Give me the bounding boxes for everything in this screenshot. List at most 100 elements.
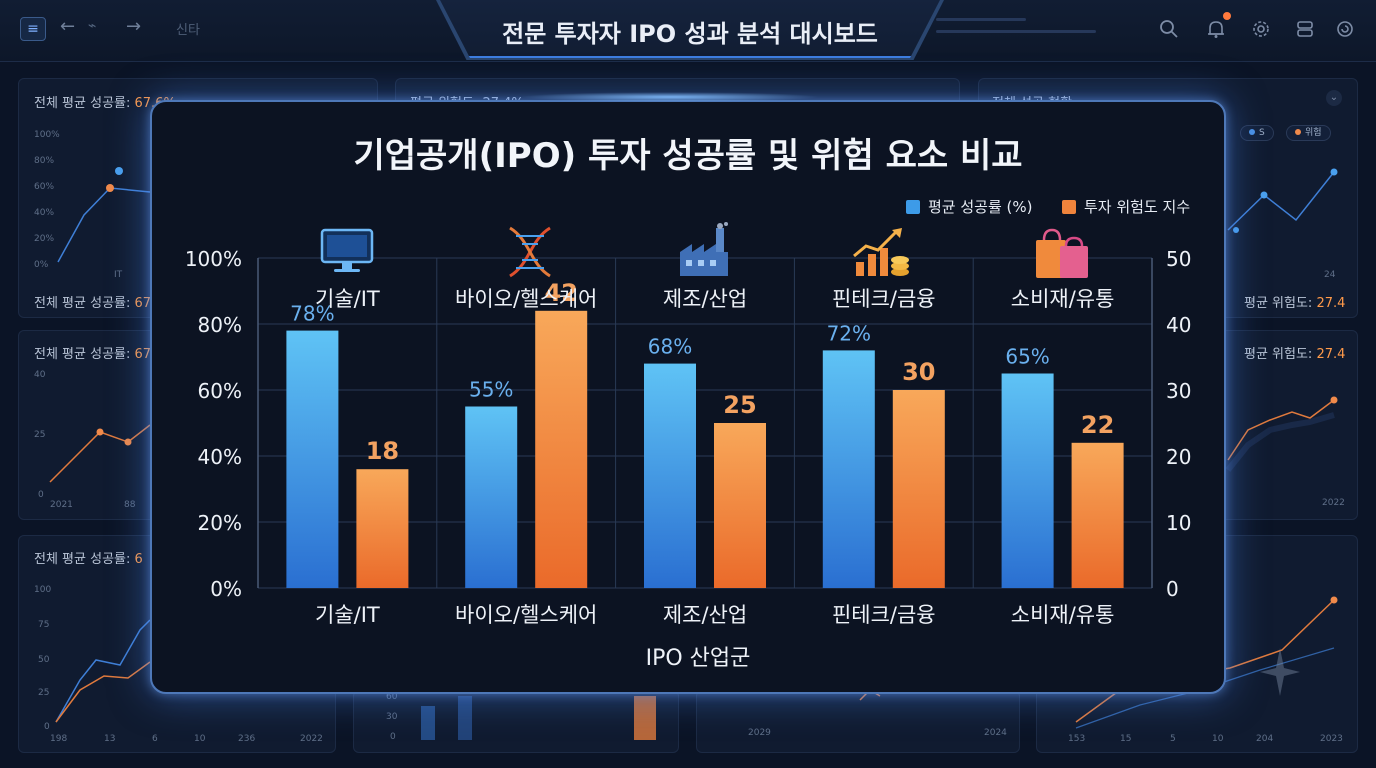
notification-badge <box>1223 12 1231 20</box>
bg-card-label: 평균 위험도: 27.4 <box>1244 296 1346 311</box>
x-tick-label: 제조/산업 <box>663 603 747 627</box>
bg-tick: 2023 <box>1320 734 1343 744</box>
y-tick-left: 100% <box>185 247 242 271</box>
bg-card-label: 전체 평균 성공률: 6 <box>34 552 143 567</box>
x-tick-label: 소비재/유통 <box>1011 603 1115 627</box>
bg-card <box>696 690 1020 753</box>
bg-tick: 40 <box>34 370 46 380</box>
legend-label-success: 평균 성공률 (%) <box>928 198 1033 216</box>
data-label-risk: 42 <box>544 279 577 307</box>
legend-label-risk: 투자 위험도 지수 <box>1084 198 1191 216</box>
legend-swatch-success <box>906 200 920 214</box>
bar-success <box>1001 373 1054 588</box>
bg-tick: 6 <box>152 734 158 744</box>
bg-tick: 100% <box>34 130 60 140</box>
bg-tick: 153 <box>1068 734 1086 744</box>
bar-success <box>644 363 696 588</box>
bell-icon[interactable] <box>1205 19 1227 41</box>
bg-tick: 20% <box>34 234 55 244</box>
bg-tick: 60% <box>34 182 55 192</box>
bg-tick: 5 <box>1170 734 1176 744</box>
modal-glow <box>520 92 820 102</box>
bg-tick: 24 <box>1324 270 1336 280</box>
legend-swatch-risk <box>1062 200 1076 214</box>
x-tick-label: 핀테크/금융 <box>832 603 936 627</box>
data-label-success: 72% <box>827 321 871 345</box>
y-tick-right: 40 <box>1166 313 1191 337</box>
bg-tick: IT <box>114 270 123 280</box>
bg-card-label: 평균 위험도: 27.4 <box>1244 347 1346 362</box>
legend-pill: 위험 <box>1286 125 1331 141</box>
bg-tick: 30 <box>386 712 398 722</box>
bg-tick: 100 <box>34 585 52 595</box>
monitor-icon <box>318 226 376 280</box>
data-label-risk: 30 <box>902 358 935 386</box>
layers-icon[interactable] <box>1294 19 1316 41</box>
y-tick-right: 50 <box>1166 247 1191 271</box>
gear-icon[interactable] <box>1250 19 1272 41</box>
bar-risk <box>714 423 766 588</box>
factory-icon <box>674 222 734 282</box>
forward-arrow-icon[interactable]: → <box>126 16 142 37</box>
bg-card <box>353 690 679 753</box>
category-top-label: 제조/산업 <box>663 287 747 311</box>
bar-success <box>286 330 339 588</box>
top-bar: ≡ ← ⌁ → 신타 전문 투자자 IPO 성과 분석 대시보드 <box>0 0 1376 62</box>
bg-tick: 80% <box>34 156 55 166</box>
bg-tick: 204 <box>1256 734 1274 744</box>
bar-risk <box>535 310 588 588</box>
menu-icon[interactable]: ≡ <box>20 17 46 41</box>
bg-tick: 2022 <box>1322 498 1345 508</box>
y-tick-right: 30 <box>1166 379 1191 403</box>
bar-risk <box>356 469 409 588</box>
deco-line <box>936 30 1096 33</box>
bg-tick: 25 <box>34 430 46 440</box>
y-tick-left: 60% <box>198 379 242 403</box>
y-tick-right: 10 <box>1166 511 1191 535</box>
bar-risk <box>1071 442 1124 588</box>
shopping-bags-icon <box>1030 226 1092 284</box>
x-axis-label: IPO 산업군 <box>645 646 751 671</box>
x-tick-label: 기술/IT <box>315 603 380 627</box>
bg-tick: 236 <box>238 734 256 744</box>
title-tab <box>440 0 940 58</box>
category-top-label: 핀테크/금융 <box>832 287 936 311</box>
deco-line <box>936 18 1026 21</box>
bar-success <box>822 350 875 588</box>
bg-tick: 75 <box>38 620 50 630</box>
search-hint[interactable]: 신타 <box>176 23 200 38</box>
data-label-success: 65% <box>1005 345 1049 369</box>
search-icon[interactable] <box>1158 19 1180 41</box>
bg-tick: 0% <box>34 260 49 270</box>
data-label-risk: 18 <box>366 437 399 465</box>
chart-title: 기업공개(IPO) 투자 성공률 및 위험 요소 비교 <box>353 136 1023 176</box>
y-tick-right: 20 <box>1166 445 1191 469</box>
x-tick-label: 바이오/헬스케어 <box>455 603 597 627</box>
chevron-down-icon[interactable]: ⌄ <box>1326 90 1342 106</box>
dashboard-title: 전문 투자자 IPO 성과 분석 대시보드 <box>502 20 878 48</box>
back-arrow-icon[interactable]: ← <box>60 16 76 37</box>
category-top-label: 바이오/헬스케어 <box>455 287 597 311</box>
bg-tick: 2021 <box>50 500 73 510</box>
bg-tick: 2029 <box>748 728 771 738</box>
bg-tick: 0 <box>390 732 396 742</box>
y-tick-left: 20% <box>198 511 242 535</box>
bg-tick: 10 <box>194 734 206 744</box>
bg-tick: 0 <box>44 722 50 732</box>
bg-tick: 50 <box>38 655 50 665</box>
data-label-success: 68% <box>648 335 692 359</box>
data-label-success: 78% <box>290 302 334 326</box>
power-icon[interactable] <box>1334 19 1356 41</box>
dna-icon <box>500 224 560 284</box>
bg-tick: 2024 <box>984 728 1007 738</box>
pulse-icon: ⌁ <box>88 18 97 34</box>
bg-tick: 25 <box>38 688 50 698</box>
data-label-risk: 25 <box>723 391 756 419</box>
bg-tick: 60 <box>386 692 398 702</box>
y-tick-left: 0% <box>210 577 242 601</box>
category-top-label: 기술/IT <box>315 287 380 311</box>
legend-item-success: 평균 성공률 (%) <box>906 196 1033 217</box>
y-tick-left: 80% <box>198 313 242 337</box>
bg-tick: 40% <box>34 208 55 218</box>
data-label-risk: 22 <box>1081 411 1114 439</box>
